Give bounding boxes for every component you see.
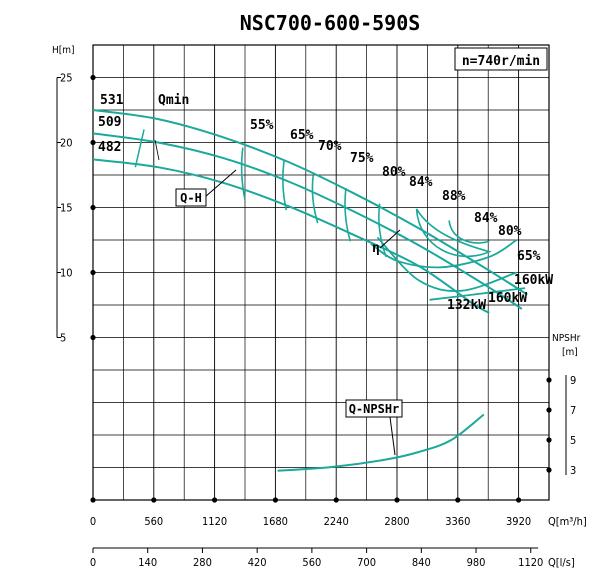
x-ls-tick-label: 1120 (518, 556, 543, 569)
efficiency-label: 80% (498, 224, 522, 239)
x-m3h-tick-label: 2800 (384, 515, 409, 528)
efficiency-line (282, 160, 288, 211)
x-ls-tick-label: 280 (193, 556, 212, 569)
head-dot (90, 74, 96, 81)
x-ls-tick-label: 0 (90, 556, 96, 569)
head-tick-label: 20 (60, 137, 73, 150)
head-axis-label: H[m] (52, 45, 75, 56)
npsh-axis-label: NPSHr (552, 333, 581, 344)
eta-label: η (372, 241, 380, 256)
x-m3h-tick-label: 3920 (506, 515, 531, 528)
power-label-132: 132kW (447, 298, 486, 313)
efficiency-line (344, 187, 352, 242)
npsh-tick-dot (546, 377, 552, 383)
npsh-tick-label: 7 (570, 404, 576, 417)
x-m3h-tick-label: 1120 (202, 515, 227, 528)
curve-labels: 531509482QminQ-H55%65%70%75%80%84%88%84%… (98, 93, 553, 456)
npsh-leader (389, 416, 396, 456)
x-dot (212, 497, 218, 503)
qmin-leader (154, 139, 160, 161)
qh-curve-509 (92, 132, 523, 310)
npsh-tick-label: 5 (570, 434, 576, 447)
qh-curve-531 (92, 109, 528, 296)
x-dot (333, 497, 339, 503)
efficiency-island-88 (448, 220, 490, 244)
x-ls-tick-label: 140 (138, 556, 157, 569)
x-dot (272, 497, 278, 503)
head-tick-label: 10 (60, 267, 73, 280)
impeller-label-509: 509 (98, 115, 121, 130)
efficiency-label: 80% (382, 165, 406, 180)
npsh-curve (277, 413, 485, 472)
qh-leader (204, 169, 237, 198)
head-tick-label: 15 (60, 202, 73, 215)
x-dot (90, 497, 96, 503)
efficiency-island-84 (415, 208, 492, 258)
x-ls-tick-label: 700 (357, 556, 376, 569)
npsh-tick-dot (546, 407, 552, 413)
x-ls-tick-label: 840 (412, 556, 431, 569)
head-tick-label: 25 (60, 72, 73, 85)
npsh-tick-label: 3 (570, 464, 576, 477)
speed-label: n=740r/min (462, 54, 540, 69)
npsh-axis-unit: [m] (562, 347, 578, 358)
qmin-label: Qmin (158, 93, 189, 108)
head-dot (90, 269, 96, 276)
efficiency-label: 75% (350, 151, 374, 166)
eta-leader (379, 229, 401, 249)
head-dot (90, 334, 96, 341)
efficiency-label: 84% (474, 211, 498, 226)
chart-title: NSC700-600-590S (240, 11, 421, 35)
power-curve-2 (429, 287, 526, 301)
qmin-line (134, 129, 145, 168)
axes: H[m] 25 20 15 10 5 NPSHr [m] 9 7 5 3 0 560 1120 1680 224… (52, 45, 587, 569)
qh-curve-482 (92, 158, 490, 314)
efficiency-line (240, 147, 246, 200)
power-curve-1 (376, 236, 517, 292)
x-ls-axis-label: Q[l/s] (548, 556, 575, 569)
x-dot (151, 497, 157, 503)
efficiency-label: 84% (409, 175, 433, 190)
npsh-label: Q-NPSHr (349, 402, 400, 416)
qh-label-box (175, 188, 207, 207)
qh-label: Q-H (180, 191, 202, 205)
x-ls-tick-label: 560 (302, 556, 321, 569)
npsh-tick-dot (546, 467, 552, 473)
x-m3h-tick-label: 560 (144, 515, 163, 528)
x-m3h-tick-label: 1680 (263, 515, 288, 528)
speed-label-box (454, 47, 548, 71)
npsh-tick-label: 9 (570, 374, 576, 387)
curves (92, 109, 528, 472)
grid (92, 44, 550, 501)
impeller-label-482: 482 (98, 140, 121, 155)
efficiency-label: 65% (290, 128, 314, 143)
x-ls-tick-label: 980 (467, 556, 486, 569)
x-dot (516, 497, 522, 503)
impeller-label-531: 531 (100, 93, 124, 108)
efficiency-label: 70% (318, 139, 342, 154)
eta-curve (370, 239, 517, 269)
npsh-label-box (345, 399, 403, 418)
x-m3h-tick-label: 2240 (324, 515, 349, 528)
efficiency-label: 88% (442, 189, 466, 204)
x-ls-tick-label: 420 (248, 556, 267, 569)
head-tick-label: 5 (60, 332, 66, 345)
x-m3h-axis-label: Q[m³/h] (548, 515, 587, 528)
head-dot (90, 139, 96, 146)
efficiency-label: 65% (517, 249, 541, 264)
head-dot (90, 204, 96, 211)
power-label-160-a: 160kW (514, 273, 553, 288)
efficiency-label: 55% (250, 118, 274, 133)
x-m3h-tick-label: 0 (90, 515, 96, 528)
efficiency-line (378, 203, 387, 258)
x-m3h-tick-label: 3360 (445, 515, 470, 528)
efficiency-line (311, 173, 319, 224)
x-dot (394, 497, 400, 503)
x-dot (455, 497, 461, 503)
npsh-tick-dot (546, 437, 552, 443)
power-label-160-b: 160kW (488, 291, 527, 306)
